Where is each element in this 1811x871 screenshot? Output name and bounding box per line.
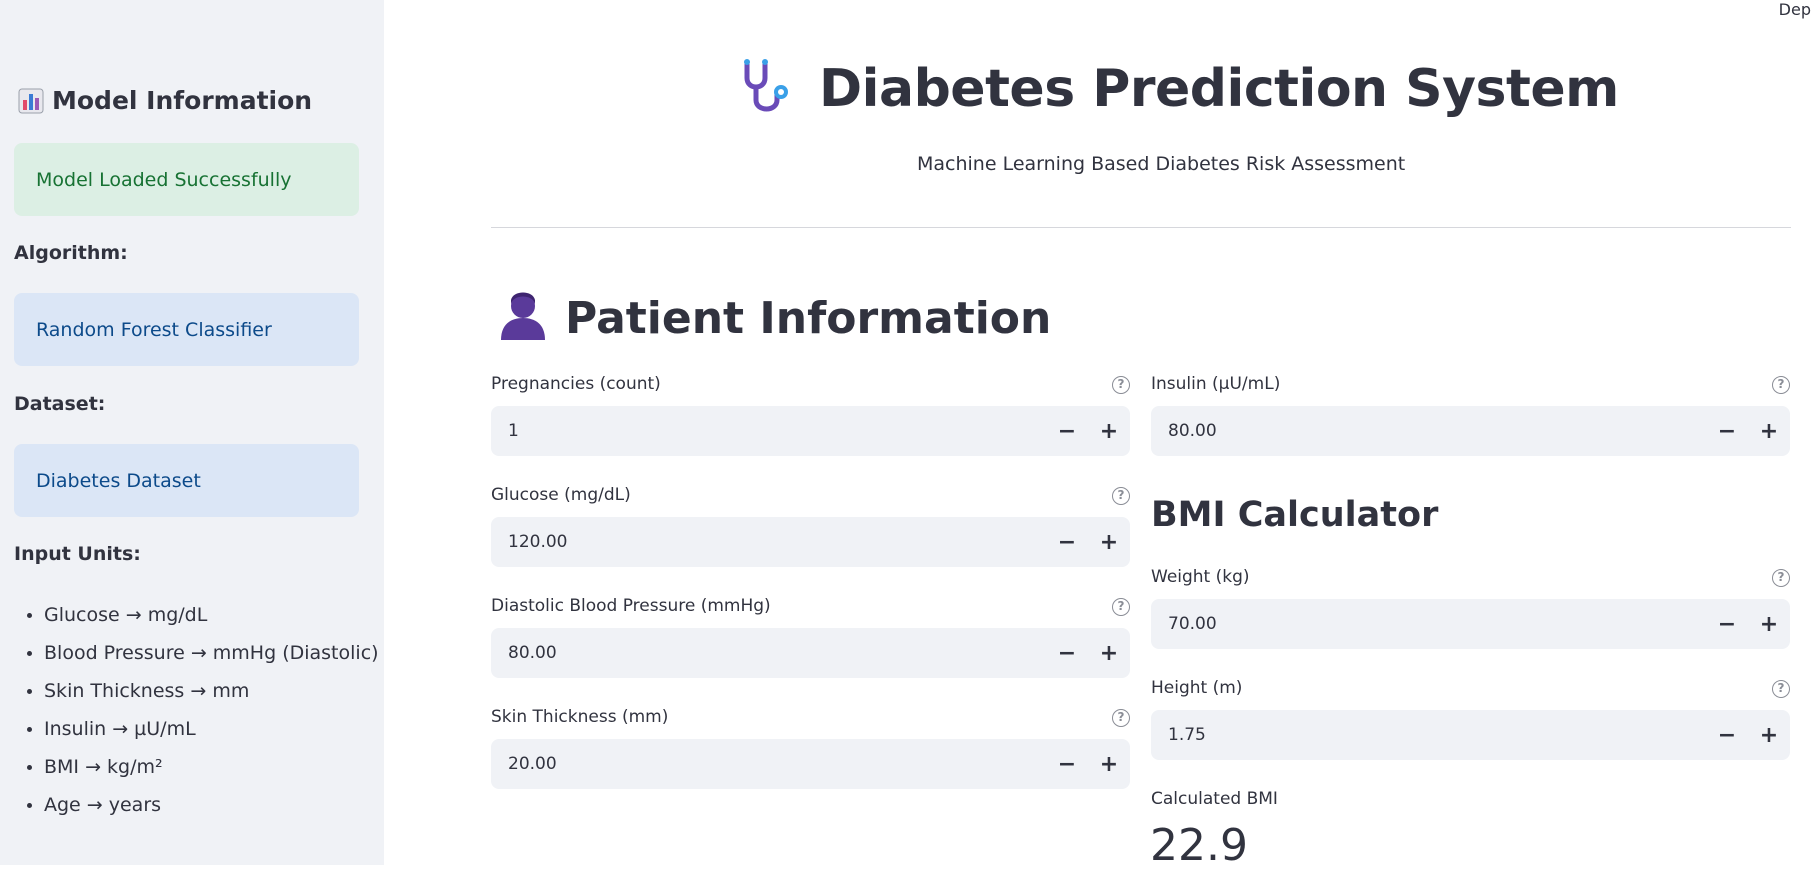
pregnancies-field: Pregnancies (count)? 1 − +	[491, 374, 1130, 456]
glucose-input[interactable]: 120.00	[508, 532, 568, 552]
help-icon[interactable]: ?	[1112, 376, 1130, 394]
algorithm-label: Algorithm:	[14, 242, 128, 264]
unit-item: Glucose → mg/dL	[44, 596, 379, 634]
bar-chart-icon	[18, 88, 44, 114]
dataset-info: Diabetes Dataset	[14, 444, 359, 517]
height-label: Height (m)	[1151, 678, 1243, 698]
pregnancies-input[interactable]: 1	[508, 421, 519, 441]
sidebar-heading: Model Information	[18, 86, 312, 115]
insulin-label: Insulin (µU/mL)	[1151, 374, 1281, 394]
increment-button[interactable]: +	[1099, 529, 1119, 555]
bmi-calculator-heading: BMI Calculator	[1151, 495, 1439, 535]
skin-thickness-input[interactable]: 20.00	[508, 754, 557, 774]
increment-button[interactable]: +	[1759, 611, 1779, 637]
decrement-button[interactable]: −	[1717, 722, 1737, 748]
patient-info-heading: Patient Information	[497, 290, 1051, 346]
page-subtitle: Machine Learning Based Diabetes Risk Ass…	[917, 153, 1406, 175]
weight-label: Weight (kg)	[1151, 567, 1250, 587]
decrement-button[interactable]: −	[1057, 751, 1077, 777]
help-icon[interactable]: ?	[1772, 569, 1790, 587]
pregnancies-label: Pregnancies (count)	[491, 374, 661, 394]
input-units-label: Input Units:	[14, 543, 141, 565]
unit-item: Skin Thickness → mm	[44, 672, 379, 710]
decrement-button[interactable]: −	[1057, 529, 1077, 555]
help-icon[interactable]: ?	[1112, 598, 1130, 616]
dataset-text: Diabetes Dataset	[36, 469, 201, 492]
calculated-bmi-value: 22.9	[1150, 820, 1248, 871]
weight-input[interactable]: 70.00	[1168, 614, 1217, 634]
decrement-button[interactable]: −	[1717, 611, 1737, 637]
height-field: Height (m)? 1.75 − +	[1151, 678, 1790, 760]
increment-button[interactable]: +	[1759, 722, 1779, 748]
insulin-field: Insulin (µU/mL)? 80.00 − +	[1151, 374, 1790, 456]
glucose-field: Glucose (mg/dL)? 120.00 − +	[491, 485, 1130, 567]
dataset-label: Dataset:	[14, 393, 106, 415]
height-input[interactable]: 1.75	[1168, 725, 1206, 745]
weight-field: Weight (kg)? 70.00 − +	[1151, 567, 1790, 649]
unit-item: Insulin → µU/mL	[44, 710, 379, 748]
blood-pressure-field: Diastolic Blood Pressure (mmHg)? 80.00 −…	[491, 596, 1130, 678]
model-status-text: Model Loaded Successfully	[36, 168, 292, 191]
algorithm-text: Random Forest Classifier	[36, 318, 272, 341]
page-title: Diabetes Prediction System	[737, 56, 1619, 122]
unit-item: BMI → kg/m²	[44, 748, 379, 786]
stethoscope-icon	[737, 56, 799, 122]
increment-button[interactable]: +	[1099, 418, 1119, 444]
help-icon[interactable]: ?	[1112, 487, 1130, 505]
blood-pressure-input[interactable]: 80.00	[508, 643, 557, 663]
patient-info-title: Patient Information	[565, 292, 1052, 344]
page-title-text: Diabetes Prediction System	[819, 59, 1619, 119]
divider	[491, 227, 1791, 228]
skin-thickness-field: Skin Thickness (mm)? 20.00 − +	[491, 707, 1130, 789]
skin-thickness-label: Skin Thickness (mm)	[491, 707, 669, 727]
help-icon[interactable]: ?	[1772, 376, 1790, 394]
decrement-button[interactable]: −	[1057, 640, 1077, 666]
unit-item: Blood Pressure → mmHg (Diastolic)	[44, 634, 379, 672]
glucose-label: Glucose (mg/dL)	[491, 485, 631, 505]
insulin-input[interactable]: 80.00	[1168, 421, 1217, 441]
increment-button[interactable]: +	[1099, 640, 1119, 666]
calculated-bmi-label: Calculated BMI	[1151, 789, 1278, 809]
unit-item: Age → years	[44, 786, 379, 824]
blood-pressure-label: Diastolic Blood Pressure (mmHg)	[491, 596, 771, 616]
increment-button[interactable]: +	[1759, 418, 1779, 444]
help-icon[interactable]: ?	[1772, 680, 1790, 698]
increment-button[interactable]: +	[1099, 751, 1119, 777]
algorithm-info: Random Forest Classifier	[14, 293, 359, 366]
sidebar: Model Information Model Loaded Successfu…	[0, 0, 384, 865]
input-units-list: Glucose → mg/dL Blood Pressure → mmHg (D…	[14, 596, 379, 824]
help-icon[interactable]: ?	[1112, 709, 1130, 727]
deploy-button[interactable]: Dep	[1778, 0, 1811, 19]
model-status-alert: Model Loaded Successfully	[14, 143, 359, 216]
decrement-button[interactable]: −	[1057, 418, 1077, 444]
sidebar-heading-text: Model Information	[52, 86, 313, 115]
person-icon	[497, 290, 549, 346]
decrement-button[interactable]: −	[1717, 418, 1737, 444]
